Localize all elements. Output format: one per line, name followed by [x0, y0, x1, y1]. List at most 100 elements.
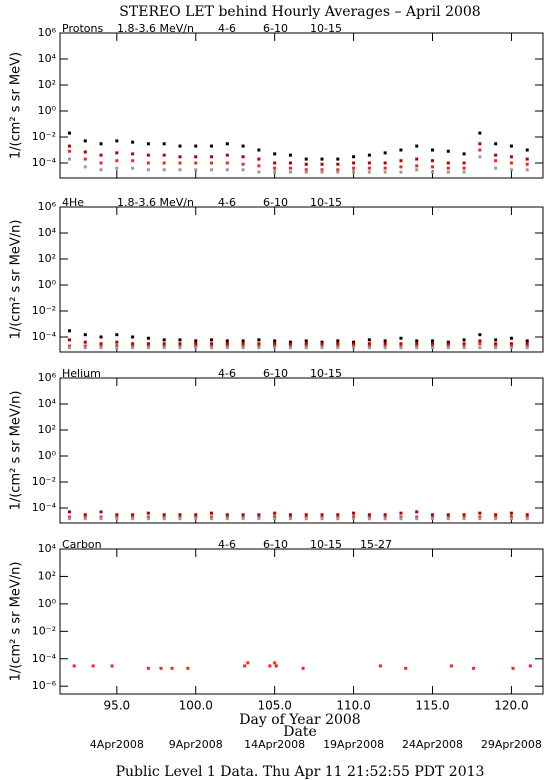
data-point — [210, 338, 214, 342]
data-point — [304, 157, 308, 161]
data-point — [162, 517, 166, 521]
data-point — [304, 162, 308, 166]
data-point — [478, 148, 482, 152]
data-point — [494, 513, 498, 517]
y-axis-label: 1/(cm² s sr MeV/n) — [9, 220, 24, 340]
data-point — [257, 517, 261, 521]
data-point — [494, 342, 498, 346]
plot-frame — [59, 377, 544, 524]
data-point — [415, 346, 419, 350]
data-point — [320, 342, 324, 346]
legend-entry: 1.8-3.6 MeV/n — [117, 196, 194, 209]
data-point — [67, 344, 71, 348]
data-point — [194, 168, 198, 172]
data-point — [352, 170, 356, 174]
data-point — [273, 152, 277, 156]
data-point — [288, 346, 292, 350]
data-point — [241, 515, 245, 519]
data-point — [162, 515, 166, 519]
data-point — [178, 155, 182, 159]
panel-label: Protons — [62, 22, 103, 35]
data-point — [83, 139, 87, 143]
data-point — [115, 340, 119, 344]
data-point — [494, 153, 498, 157]
data-point — [115, 346, 119, 350]
data-point — [336, 517, 340, 521]
data-point — [210, 161, 214, 165]
legend-entry: 4-6 — [218, 538, 236, 551]
data-point — [383, 342, 387, 346]
plot-frame — [59, 548, 544, 695]
panel-label: Helium — [62, 367, 101, 380]
data-point — [399, 515, 403, 519]
data-point — [67, 517, 71, 521]
data-point — [146, 511, 150, 515]
data-point — [110, 664, 114, 668]
data-point — [446, 515, 450, 519]
data-point — [383, 517, 387, 521]
data-point — [194, 342, 198, 346]
chart-title: STEREO LET behind Hourly Averages – Apri… — [119, 4, 480, 20]
data-point — [415, 168, 419, 172]
x-tick-label: 100.0 — [179, 699, 213, 713]
data-point — [99, 342, 103, 346]
x-tick-label: 115.0 — [415, 699, 449, 713]
data-point — [304, 339, 308, 343]
data-point — [446, 170, 450, 174]
data-point — [274, 664, 278, 668]
data-point — [159, 666, 163, 670]
data-point — [383, 339, 387, 343]
data-point — [241, 517, 245, 521]
data-point — [383, 513, 387, 517]
data-point — [383, 161, 387, 165]
data-point — [288, 166, 292, 170]
y-tick-label: 10² — [38, 252, 56, 265]
data-point — [67, 131, 71, 135]
data-point — [446, 513, 450, 517]
y-tick-label: 10⁻² — [32, 130, 56, 143]
data-point — [525, 342, 529, 346]
data-point — [525, 162, 529, 166]
data-point — [241, 162, 245, 166]
data-point — [446, 340, 450, 344]
data-point — [509, 144, 513, 148]
data-point — [115, 151, 119, 155]
data-point — [336, 515, 340, 519]
data-point — [186, 666, 190, 670]
date-tick-label: 19Apr2008 — [323, 738, 384, 751]
y-tick-label: 10⁰ — [38, 597, 57, 610]
data-point — [336, 344, 340, 348]
data-point — [367, 153, 371, 157]
data-point — [509, 342, 513, 346]
data-point — [131, 517, 135, 521]
data-point — [320, 344, 324, 348]
data-point — [320, 340, 324, 344]
data-point — [462, 517, 466, 521]
data-point — [273, 511, 277, 515]
data-point — [415, 164, 419, 168]
y-tick-label: 10⁻² — [32, 475, 56, 488]
data-point — [241, 344, 245, 348]
data-point — [115, 515, 119, 519]
data-point — [304, 170, 308, 174]
data-point — [273, 517, 277, 521]
data-point — [131, 513, 135, 517]
data-point — [67, 329, 71, 333]
x-tick-label: 110.0 — [336, 699, 370, 713]
data-point — [210, 342, 214, 346]
data-point — [210, 517, 214, 521]
data-point — [399, 170, 403, 174]
data-point — [131, 152, 135, 156]
data-point — [525, 344, 529, 348]
data-point — [367, 515, 371, 519]
data-point — [478, 515, 482, 519]
data-point — [178, 338, 182, 342]
data-point — [399, 344, 403, 348]
data-point — [431, 165, 435, 169]
data-point — [415, 515, 419, 519]
data-point — [162, 344, 166, 348]
data-point — [83, 513, 87, 517]
data-point — [178, 144, 182, 148]
data-point — [268, 664, 272, 668]
data-point — [472, 666, 476, 670]
